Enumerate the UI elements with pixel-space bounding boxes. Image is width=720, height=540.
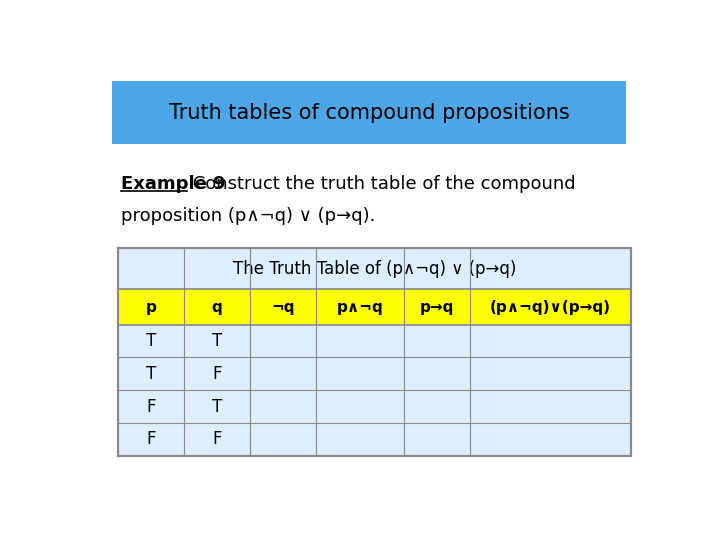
Text: proposition (p∧¬q) ∨ (p→q).: proposition (p∧¬q) ∨ (p→q).	[121, 207, 375, 225]
Text: (p∧¬q)∨(p→q): (p∧¬q)∨(p→q)	[490, 300, 611, 314]
Text: p∧¬q: p∧¬q	[336, 300, 383, 314]
FancyBboxPatch shape	[118, 289, 631, 325]
Text: T: T	[145, 332, 156, 350]
FancyBboxPatch shape	[118, 248, 631, 456]
Text: F: F	[146, 397, 156, 416]
Text: p: p	[145, 300, 156, 314]
Text: p→q: p→q	[420, 300, 454, 314]
Text: ¬q: ¬q	[271, 300, 294, 314]
Text: Truth tables of compound propositions: Truth tables of compound propositions	[168, 103, 570, 123]
Text: Construct the truth table of the compound: Construct the truth table of the compoun…	[186, 175, 575, 193]
Text: Example 9: Example 9	[121, 175, 225, 193]
FancyBboxPatch shape	[112, 82, 626, 144]
Text: T: T	[145, 365, 156, 383]
Text: F: F	[212, 365, 222, 383]
Text: T: T	[212, 397, 222, 416]
Text: T: T	[212, 332, 222, 350]
Text: F: F	[146, 430, 156, 448]
Text: The Truth Table of (p∧¬q) ∨ (p→q): The Truth Table of (p∧¬q) ∨ (p→q)	[233, 260, 516, 278]
Text: q: q	[212, 300, 222, 314]
Text: F: F	[212, 430, 222, 448]
